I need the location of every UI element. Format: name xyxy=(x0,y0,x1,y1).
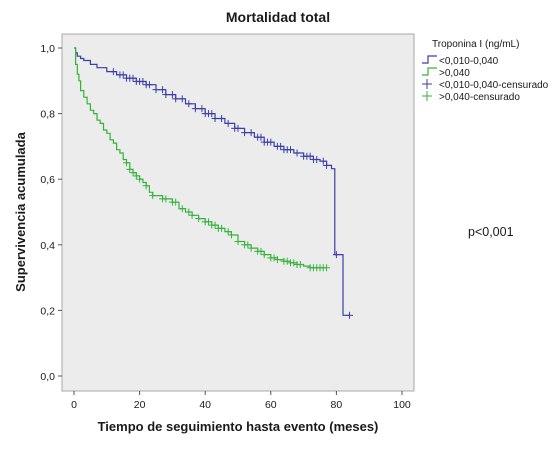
censor-mark xyxy=(149,192,157,200)
censor-mark xyxy=(257,133,265,141)
censor-mark xyxy=(273,256,281,264)
censor-mark xyxy=(198,105,206,113)
x-tick-label: 80 xyxy=(331,399,343,411)
p-value-annotation: p<0,001 xyxy=(468,225,514,239)
censor-mark xyxy=(283,257,291,265)
censor-mark xyxy=(122,159,130,167)
censor-mark xyxy=(178,95,186,103)
y-tick-label: 0,8 xyxy=(40,109,55,121)
censor-mark xyxy=(126,165,134,173)
censor-mark xyxy=(185,100,193,108)
y-tick-label: 0,4 xyxy=(40,240,55,252)
censor-mark xyxy=(195,215,203,223)
censor-mark xyxy=(323,161,331,169)
censor-mark xyxy=(296,260,304,268)
y-tick-label: 0,0 xyxy=(40,371,55,383)
censor-mark xyxy=(224,228,232,236)
x-tick-label: 100 xyxy=(393,399,411,411)
censor-mark xyxy=(241,129,249,137)
censor-mark xyxy=(204,218,212,226)
censor-mark xyxy=(129,74,137,82)
legend-step-swatch xyxy=(422,55,437,64)
censor-mark xyxy=(293,149,301,157)
censor-mark xyxy=(234,124,242,132)
censor-mark xyxy=(208,110,216,118)
legend: Troponina I (ng/mL) <0,010-0,040>0,040<0… xyxy=(422,39,549,103)
censor-mark xyxy=(119,71,127,79)
censor-mark xyxy=(168,91,176,99)
legend-item: <0,010-0,040-censurado xyxy=(422,79,549,91)
censor-mark xyxy=(152,86,160,94)
censor-mark xyxy=(162,91,170,99)
censor-mark xyxy=(244,241,252,249)
censor-mark xyxy=(159,86,167,94)
legend-item: <0,010-0,040 xyxy=(422,55,499,67)
censor-mark xyxy=(323,264,331,272)
censor-mark xyxy=(172,95,180,103)
legend-items: <0,010-0,040>0,040<0,010-0,040-censurado… xyxy=(422,55,549,103)
censor-mark xyxy=(172,198,180,206)
censor-mark xyxy=(319,157,327,165)
censor-mark xyxy=(247,129,255,137)
legend-label: <0,010-0,040-censurado xyxy=(439,80,549,91)
censor-mark xyxy=(139,77,147,85)
censor-mark xyxy=(136,175,144,183)
plot-area xyxy=(61,33,415,392)
y-tick-label: 0,2 xyxy=(40,305,55,317)
censor-mark xyxy=(277,142,285,150)
censor-mark xyxy=(211,115,219,123)
legend-label: <0,010-0,040 xyxy=(439,56,499,67)
censor-mark xyxy=(270,254,278,262)
censor-mark xyxy=(260,251,268,259)
censor-mark xyxy=(218,224,226,232)
censor-mark xyxy=(313,156,321,164)
x-tick-label: 60 xyxy=(265,399,277,411)
censor-mark xyxy=(290,259,298,267)
legend-title: Troponina I (ng/mL) xyxy=(432,39,519,50)
x-tick-label: 40 xyxy=(199,399,211,411)
axes-group: 0 20 40 60 80 100 0,0 0,2 0,4 0,6 0,8 1,0 xyxy=(40,43,411,411)
legend-label: >0,040 xyxy=(439,68,470,79)
chart-title: Mortalidad total xyxy=(226,9,330,25)
legend-step-swatch xyxy=(422,67,437,76)
censor-mark xyxy=(191,105,199,113)
y-tick-label: 0,6 xyxy=(40,174,55,186)
y-axis-label: Supervivencia acumulada xyxy=(13,131,28,291)
censor-mark xyxy=(286,146,294,154)
censor-mark xyxy=(211,221,219,229)
censor-mark xyxy=(109,68,117,76)
censor-mark xyxy=(178,205,186,213)
censor-mark xyxy=(227,231,235,239)
censor-mark xyxy=(257,247,265,255)
y-tick-label: 1,0 xyxy=(40,43,55,55)
censor-mark xyxy=(185,208,193,216)
legend-item: >0,040-censurado xyxy=(422,91,520,103)
censor-mark xyxy=(267,138,275,146)
censor-mark xyxy=(129,169,137,177)
censor-mark xyxy=(247,244,255,252)
x-axis-label: Tiempo de seguimiento hasta evento (mese… xyxy=(98,419,379,434)
censor-mark xyxy=(218,115,226,123)
censor-mark xyxy=(234,238,242,246)
censor-mark xyxy=(224,119,232,127)
censor-mark xyxy=(188,211,196,219)
censor-mark xyxy=(145,81,153,89)
censor-mark xyxy=(132,172,140,180)
censor-mark xyxy=(162,195,170,203)
legend-item: >0,040 xyxy=(422,67,470,79)
x-tick-label: 0 xyxy=(71,399,77,411)
censor-mark xyxy=(346,311,354,319)
censor-mark xyxy=(332,251,340,259)
censor-marks xyxy=(109,68,354,319)
censor-mark xyxy=(142,182,150,190)
x-tick-label: 20 xyxy=(134,399,146,411)
legend-label: >0,040-censurado xyxy=(439,92,520,103)
censor-mark xyxy=(306,152,314,160)
